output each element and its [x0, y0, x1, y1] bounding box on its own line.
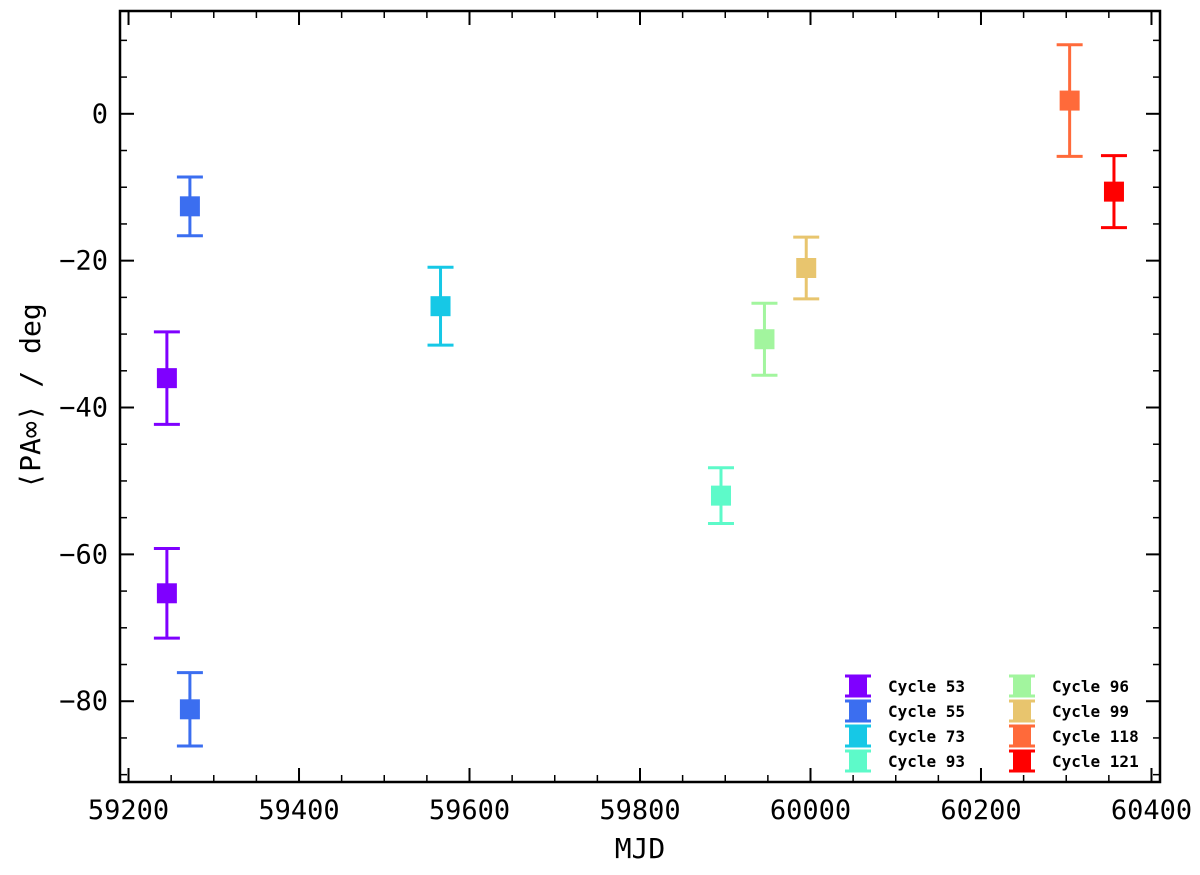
- legend-label: Cycle 93: [888, 752, 965, 771]
- legend-marker: [1013, 677, 1031, 695]
- legend-entry: Cycle 53: [845, 674, 965, 698]
- legend-label: Cycle 73: [888, 727, 965, 746]
- x-tick-label: 59800: [599, 795, 680, 826]
- y-tick-label: −20: [59, 246, 108, 277]
- y-tick-label: −40: [59, 393, 108, 424]
- data-point: [427, 265, 454, 347]
- x-tick-label: 59600: [429, 795, 510, 826]
- legend-entry: Cycle 93: [845, 749, 965, 773]
- x-axis-label: MJD: [615, 832, 666, 865]
- marker: [156, 583, 177, 604]
- y-axis-label: ⟨PA∞⟩ / deg: [14, 303, 47, 488]
- legend-marker: [1013, 702, 1031, 720]
- legend-marker: [849, 677, 867, 695]
- data-point: [176, 175, 203, 238]
- y-tick-label: 0: [92, 99, 108, 130]
- legend-label: Cycle 121: [1052, 752, 1139, 771]
- legend-entry: Cycle 99: [1009, 699, 1129, 723]
- legend-marker: [1013, 727, 1031, 745]
- marker: [796, 258, 817, 278]
- x-tick-label: 59400: [258, 795, 339, 826]
- legend-entry: Cycle 118: [1009, 724, 1139, 748]
- data-point: [1056, 43, 1083, 158]
- x-tick-label: 60000: [770, 795, 851, 826]
- marks-layer: [153, 43, 1127, 748]
- legend-marker: [849, 702, 867, 720]
- legend-label: Cycle 55: [888, 702, 965, 721]
- legend-entry: Cycle 55: [845, 699, 965, 723]
- legend: Cycle 53 Cycle 55 Cycle 73 Cycle 93 Cycle 96…: [845, 674, 1139, 773]
- legend-marker: [849, 727, 867, 745]
- x-tick-label: 60200: [940, 795, 1021, 826]
- x-tick-label: 60400: [1111, 795, 1192, 826]
- data-point: [153, 546, 180, 640]
- ticks-layer: 59200 59400 59600 59800 60000 60200 60400 0 −20 −…: [59, 11, 1192, 826]
- data-point: [751, 301, 778, 377]
- marker: [1103, 181, 1124, 202]
- y-tick-label: −60: [59, 539, 108, 570]
- marker: [179, 699, 200, 720]
- data-point: [793, 235, 820, 301]
- marker: [179, 196, 200, 217]
- legend-marker: [1013, 752, 1031, 770]
- marker: [754, 329, 775, 350]
- plot-frame: [118, 9, 1162, 784]
- marker: [430, 296, 451, 317]
- data-point: [176, 671, 203, 748]
- legend-marker: [849, 752, 867, 770]
- marker: [710, 485, 731, 506]
- data-point: [153, 330, 180, 426]
- data-point: [707, 466, 734, 526]
- marker: [156, 368, 177, 389]
- legend-entry: Cycle 73: [845, 724, 965, 748]
- legend-label: Cycle 118: [1052, 727, 1139, 746]
- marker: [1059, 90, 1080, 111]
- legend-entry: Cycle 121: [1009, 749, 1139, 773]
- y-tick-label: −80: [59, 686, 108, 717]
- legend-label: Cycle 96: [1052, 677, 1129, 696]
- legend-label: Cycle 53: [888, 677, 965, 696]
- x-tick-label: 59200: [88, 795, 169, 826]
- legend-label: Cycle 99: [1052, 702, 1129, 721]
- data-point: [1100, 154, 1127, 230]
- legend-entry: Cycle 96: [1009, 674, 1129, 698]
